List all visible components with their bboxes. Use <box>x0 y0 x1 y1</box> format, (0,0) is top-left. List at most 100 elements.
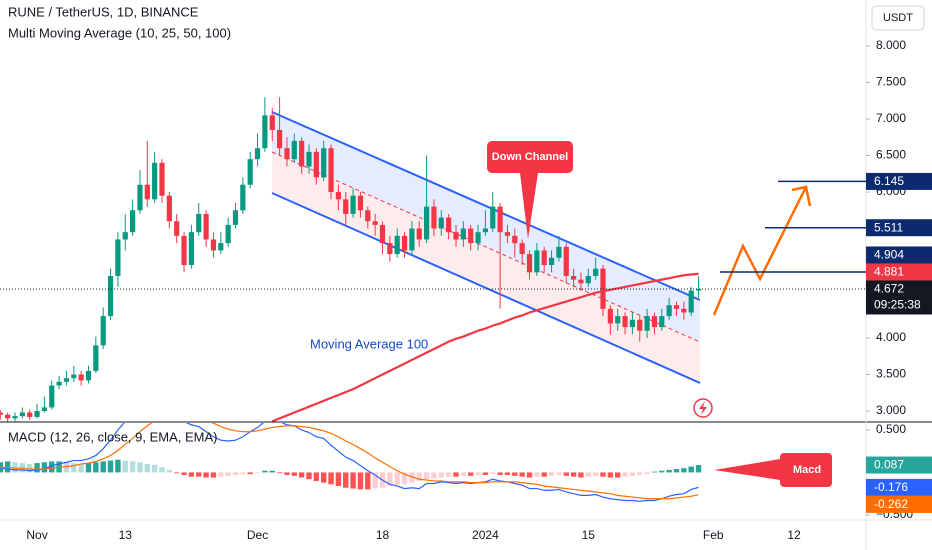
candle-body <box>644 316 650 331</box>
candle-body <box>78 374 84 381</box>
candle-body <box>203 213 209 240</box>
x-tick-label: 18 <box>376 528 390 542</box>
y-tick-label: 4.000 <box>876 330 906 344</box>
candle-body <box>688 290 694 313</box>
histogram-bar <box>181 472 187 475</box>
arrow-head <box>791 185 812 207</box>
histogram-bar <box>166 469 173 473</box>
x-tick-label: 12 <box>787 528 801 542</box>
histogram-bar <box>335 472 342 487</box>
histogram-bar <box>651 471 658 473</box>
candle-body <box>446 217 452 233</box>
candle-body <box>541 250 547 266</box>
candle-body <box>12 416 18 419</box>
histogram-bar <box>262 470 268 473</box>
candle-body <box>357 195 364 211</box>
histogram-bar <box>666 469 672 473</box>
candle-body <box>695 288 702 291</box>
candle-body <box>19 412 25 417</box>
price-tag <box>866 280 932 315</box>
x-tick-label: Dec <box>247 528 268 542</box>
candle-body <box>85 370 92 381</box>
histogram-bar <box>673 469 680 473</box>
candle-body <box>629 319 635 328</box>
histogram-bar <box>490 472 496 475</box>
price-tag-label: 5.511 <box>874 220 903 234</box>
histogram-bar <box>100 461 106 473</box>
histogram-bar <box>284 472 290 475</box>
candle-body <box>277 129 283 149</box>
candle-body <box>504 232 511 236</box>
histogram-bar <box>27 463 33 473</box>
candle-body <box>666 305 672 317</box>
candle-body <box>181 235 187 266</box>
histogram-bar <box>129 461 136 473</box>
candle-body <box>416 228 422 240</box>
histogram-bar <box>497 472 503 475</box>
candle-body <box>306 151 312 167</box>
candle-body <box>284 148 290 160</box>
histogram-bar <box>357 472 364 490</box>
histogram-bar <box>232 472 239 475</box>
candle-body <box>225 224 231 244</box>
moving-average-100 <box>271 272 699 422</box>
histogram-bar <box>78 463 84 473</box>
histogram-bar <box>504 472 511 475</box>
candle-body <box>453 232 459 240</box>
chart-title: RUNE / TetherUS, 1D, BINANCE <box>8 4 199 19</box>
candle-body <box>174 221 180 236</box>
currency-button[interactable] <box>871 5 925 31</box>
y-tick-label: 7.000 <box>876 111 906 125</box>
candle-body <box>497 206 503 233</box>
histogram-bar <box>548 472 555 476</box>
price-tag <box>866 172 932 190</box>
histogram-bar <box>482 472 489 475</box>
indicator-title: Multi Moving Average (10, 25, 50, 100) <box>8 25 231 40</box>
candle-body <box>49 385 55 408</box>
histogram-bar <box>203 472 209 478</box>
candle-body <box>41 407 47 412</box>
candle-body <box>460 228 466 240</box>
candle-body <box>210 239 217 251</box>
candle-body <box>659 316 665 328</box>
candle-body <box>512 235 518 244</box>
candle-body <box>431 206 437 229</box>
histogram-bar <box>578 472 584 478</box>
histogram-bar <box>681 468 687 473</box>
histogram-bar <box>416 472 422 481</box>
histogram-bar <box>534 472 540 477</box>
histogram-bar <box>276 472 283 474</box>
candle-body <box>0 412 3 415</box>
channel-upper <box>271 111 701 301</box>
y-tick-label: 7.500 <box>876 75 906 89</box>
candle-body <box>27 412 33 417</box>
histogram-bar <box>240 472 246 475</box>
candle-body <box>490 206 496 229</box>
histogram-bar <box>174 472 180 474</box>
x-tick-label: 15 <box>582 528 596 542</box>
candle-body <box>394 235 400 255</box>
candle-body <box>5 414 11 419</box>
candle-body <box>526 254 533 273</box>
candle-body <box>637 319 643 331</box>
histogram-bar <box>298 472 305 478</box>
candle-body <box>56 381 62 386</box>
candle-body <box>563 246 569 276</box>
histogram-bar <box>438 472 444 478</box>
candle-body <box>196 213 202 233</box>
histogram-bar <box>85 463 92 473</box>
price-pane <box>0 97 866 422</box>
currency-label[interactable]: USDT <box>883 12 913 24</box>
candle-body <box>122 232 128 240</box>
candle-body <box>350 195 356 214</box>
candle-body <box>34 411 40 417</box>
candle-body <box>343 199 349 214</box>
histogram-bar <box>12 462 18 473</box>
y-tick-label: 6.500 <box>876 148 906 162</box>
candle-body <box>401 235 408 251</box>
histogram-bar <box>218 472 224 477</box>
histogram-bar <box>556 472 562 475</box>
histogram-bar <box>475 472 481 475</box>
candle-body <box>166 195 172 222</box>
histogram-bar <box>254 472 261 474</box>
